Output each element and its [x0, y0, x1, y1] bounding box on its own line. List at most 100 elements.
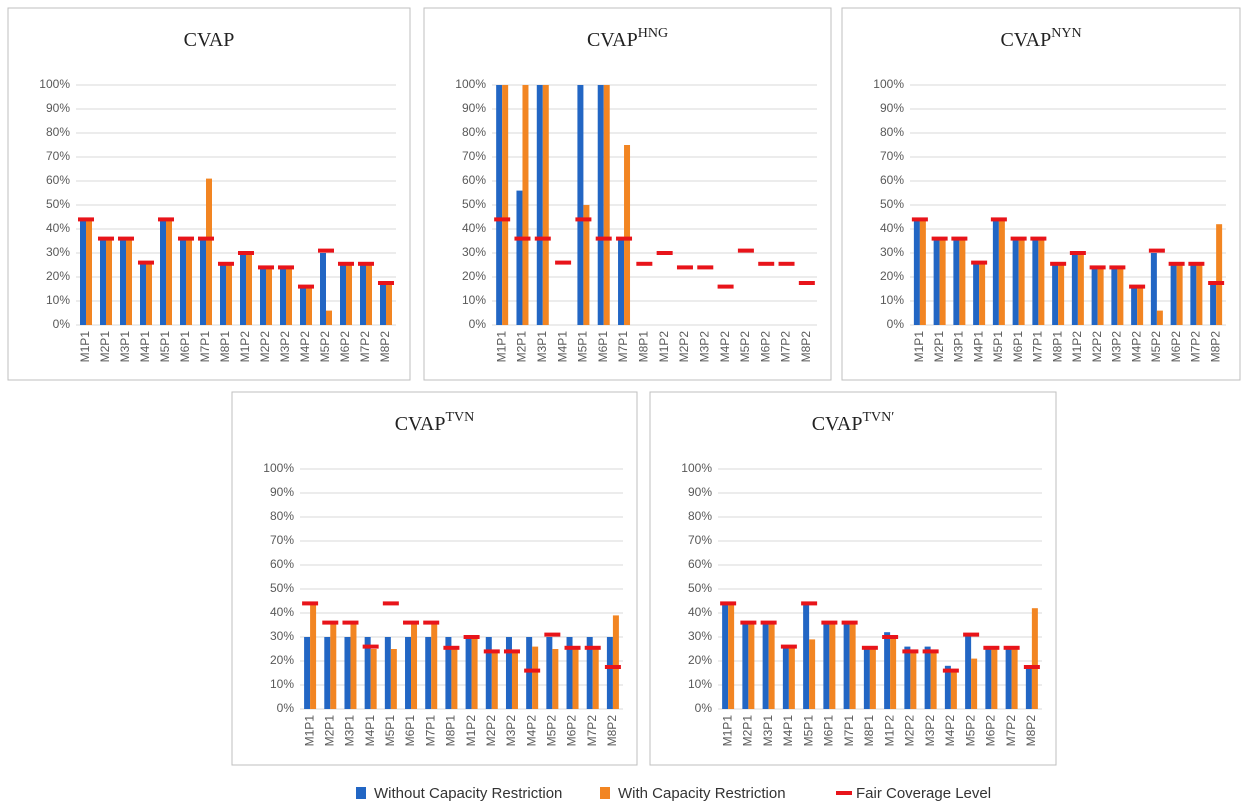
bar: [485, 637, 492, 709]
fair-level-mark: [778, 261, 795, 266]
fair-level-mark: [902, 649, 919, 654]
bar: [971, 658, 978, 709]
bar: [953, 238, 960, 325]
bar: [849, 622, 856, 709]
y-tick-label: 50%: [46, 197, 70, 211]
fair-level-mark: [1129, 284, 1146, 289]
x-tick-label: M4P1: [971, 331, 985, 363]
y-tick-label: 90%: [270, 485, 294, 499]
y-tick-label: 70%: [46, 149, 70, 163]
y-tick-label: 60%: [46, 173, 70, 187]
x-tick-label: M6P1: [1011, 331, 1025, 363]
fair-level-mark: [358, 261, 374, 266]
y-tick-label: 30%: [688, 629, 712, 643]
x-tick-label: M6P2: [338, 331, 352, 363]
bar: [405, 637, 412, 709]
x-tick-label: M5P2: [738, 331, 752, 363]
x-tick-label: M4P1: [555, 331, 569, 363]
bar: [904, 646, 911, 709]
bar: [80, 219, 86, 325]
fair-level-mark: [78, 217, 94, 222]
x-tick-label: M2P1: [741, 715, 755, 747]
legend-swatch: [836, 791, 852, 795]
bar: [965, 634, 972, 709]
y-tick-label: 0%: [469, 317, 487, 331]
bar: [304, 637, 311, 709]
x-tick-label: M2P1: [515, 331, 529, 363]
bar: [1005, 649, 1012, 709]
bar: [1196, 265, 1203, 325]
fair-level-mark: [1030, 236, 1047, 241]
fair-level-mark: [595, 236, 612, 241]
fair-level-mark: [801, 601, 818, 606]
chart-title: CVAPTVN′: [812, 410, 895, 435]
fair-level-mark: [198, 236, 214, 241]
y-tick-label: 10%: [688, 677, 712, 691]
x-tick-label: M2P1: [98, 331, 112, 363]
bar: [603, 85, 610, 325]
chart-panel: CVAPTVN′ 0% 10% 20% 30% 40% 50% 60% 70% 80% 90% 100…: [649, 391, 1057, 766]
fair-level-mark: [911, 217, 928, 222]
x-tick-label: M2P1: [322, 715, 336, 747]
y-tick-label: 10%: [46, 293, 70, 307]
bar: [310, 603, 317, 709]
fair-level-mark: [342, 620, 359, 625]
fair-level-mark: [443, 645, 460, 650]
bar: [782, 646, 789, 709]
fair-level-mark: [1010, 236, 1027, 241]
bar: [1176, 265, 1183, 325]
fair-level-mark: [338, 261, 354, 266]
bar: [100, 238, 106, 325]
bar: [910, 651, 917, 709]
fair-level-mark: [514, 236, 531, 241]
bar: [863, 649, 870, 709]
fair-level-mark: [1188, 261, 1205, 266]
bar: [944, 665, 951, 709]
fair-level-mark: [780, 644, 797, 649]
legend-label: With Capacity Restriction: [618, 785, 786, 802]
fair-level-mark: [971, 260, 988, 265]
x-tick-label: M1P1: [494, 331, 508, 363]
bar: [1091, 267, 1098, 325]
x-tick-label: M4P2: [1129, 331, 1143, 363]
y-tick-label: 40%: [880, 221, 904, 235]
bar: [226, 265, 232, 325]
bar: [516, 190, 523, 325]
fair-level-mark: [318, 248, 334, 253]
fair-level-mark: [158, 217, 174, 222]
legend-label: Without Capacity Restriction: [374, 785, 562, 802]
bar: [505, 637, 512, 709]
fair-level-mark: [1109, 265, 1126, 270]
bar: [985, 649, 992, 709]
y-tick-label: 70%: [270, 533, 294, 547]
bar: [546, 637, 553, 709]
bar: [160, 219, 166, 325]
chart-panel: CVAPTVN 0% 10% 20% 30% 40% 50% 60% 70% 80% 90% 100%…: [231, 391, 638, 766]
y-tick-label: 0%: [53, 317, 71, 331]
bar: [992, 219, 999, 325]
x-tick-label: M4P2: [524, 715, 538, 747]
fair-level-mark: [1050, 261, 1067, 266]
bar: [624, 145, 631, 325]
y-tick-label: 100%: [39, 77, 70, 91]
y-tick-label: 30%: [462, 245, 486, 259]
fair-level-mark: [302, 601, 319, 606]
fair-level-mark: [238, 251, 254, 255]
x-tick-label: M3P1: [343, 715, 357, 747]
bar: [360, 265, 366, 325]
bar: [300, 286, 306, 325]
y-tick-label: 90%: [46, 101, 70, 115]
x-tick-label: M1P2: [464, 715, 478, 747]
bar: [1031, 608, 1038, 709]
bar: [286, 267, 292, 325]
fair-level-mark: [758, 261, 775, 266]
x-tick-label: M4P2: [943, 715, 957, 747]
bar: [1097, 267, 1104, 325]
bar: [722, 603, 729, 709]
fair-level-mark: [656, 251, 673, 255]
bar: [386, 284, 392, 325]
bar: [606, 637, 613, 709]
bar: [200, 238, 206, 325]
bar: [526, 637, 533, 709]
x-tick-label: M5P1: [383, 715, 397, 747]
